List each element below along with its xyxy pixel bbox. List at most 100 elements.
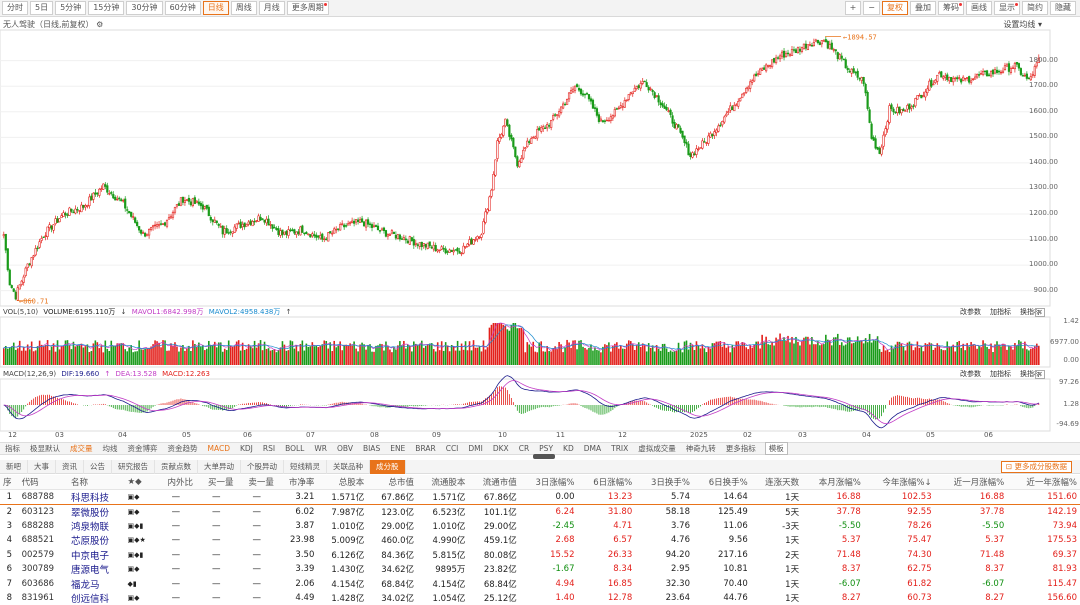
indicator-tab[interactable]: 成交量 <box>70 444 93 453</box>
period-5day[interactable]: 5日 <box>30 1 54 15</box>
column-header[interactable]: 名称 <box>67 475 125 490</box>
table-row[interactable]: 1 688788 科思科技 ▣◆ — — —3.21 1.571亿 67.86亿 1.571亿 67… <box>0 489 1080 505</box>
period-60min[interactable]: 60分钟 <box>164 1 201 15</box>
macd-add-indicator[interactable]: 加指标 <box>990 370 1011 378</box>
bottom-tab[interactable]: 成分股 <box>370 459 406 474</box>
bottom-tab[interactable]: 研究报告 <box>112 459 155 474</box>
indicator-tab[interactable]: CR <box>518 444 530 453</box>
indicator-tab[interactable]: RSI <box>262 444 276 453</box>
indicator-tab[interactable]: 虚拟成交量 <box>638 444 676 453</box>
bottom-tab[interactable]: 资讯 <box>56 459 84 474</box>
draw-button[interactable]: 画线 <box>966 1 992 15</box>
period-monthly[interactable]: 月线 <box>258 1 285 15</box>
period-5min[interactable]: 5分钟 <box>55 1 87 15</box>
column-header[interactable]: 流通股本 <box>417 475 469 490</box>
indicator-tab[interactable]: DKX <box>492 444 509 453</box>
display-button[interactable]: 显示 <box>994 1 1020 15</box>
indicator-tab[interactable]: 模板 <box>764 442 788 455</box>
hide-button[interactable]: 隐藏 <box>1050 1 1076 15</box>
indicator-tab[interactable]: 更多指标 <box>725 444 756 453</box>
overlay-button[interactable]: 叠加 <box>910 1 936 15</box>
indicator-tab[interactable]: 资金博弈 <box>127 444 158 453</box>
column-header[interactable]: 内外比 <box>155 475 197 490</box>
candle <box>725 113 728 117</box>
column-header[interactable]: 总市值 <box>367 475 418 490</box>
indicator-tab[interactable]: 神奇九转 <box>685 444 716 453</box>
table-row[interactable]: 5 002579 中京电子 ▣◆▮ — — — 3.50 6.126亿 84.36亿 5.815亿 8… <box>0 548 1080 563</box>
table-row[interactable]: 6 300789 唐源电气 ▣◆ — — — 3.39 1.430亿 34.62亿 9895万 23.… <box>0 562 1080 577</box>
period-30min[interactable]: 30分钟 <box>126 1 163 15</box>
indicator-tab[interactable]: PSY <box>539 444 554 453</box>
vol-close-icon[interactable]: × <box>1035 308 1045 317</box>
bottom-tab[interactable]: 关联品种 <box>327 459 370 474</box>
period-more[interactable]: 更多周期 <box>286 1 329 15</box>
column-header[interactable]: 总股本 <box>317 475 368 490</box>
column-header[interactable]: 市净率 <box>276 475 318 490</box>
more-components-button[interactable]: ⊡ 更多成分股数据 <box>1000 461 1072 473</box>
bottom-tab[interactable]: 公告 <box>84 459 112 474</box>
indicator-tab[interactable]: BIAS <box>362 444 381 453</box>
table-row[interactable]: 4 688521 芯原股份 ▣◆★ — — — 23.98 5.009亿 460.0亿 4.990亿… <box>0 533 1080 548</box>
table-row[interactable]: 3 688288 鸿泉物联 ▣◆▮ — — — 3.87 1.010亿 29.00亿 1.010亿 2… <box>0 519 1080 534</box>
column-header[interactable]: 近一年涨幅% <box>1007 475 1080 490</box>
column-header[interactable]: ★◆ <box>124 475 156 490</box>
period-intraday[interactable]: 分时 <box>2 1 28 15</box>
column-header[interactable]: 本月涨幅% <box>802 475 864 490</box>
indicator-tab[interactable]: MACD <box>207 444 230 453</box>
table-row[interactable]: 7 603686 福龙马 ◆▮ — — — 2.06 4.154亿 68.84亿 4.154亿 68.… <box>0 577 1080 592</box>
indicator-tab[interactable]: BRAR <box>415 444 436 453</box>
bottom-tab[interactable]: 个股异动 <box>241 459 284 474</box>
splitter-handle[interactable] <box>533 454 555 459</box>
period-daily[interactable]: 日线 <box>202 1 229 15</box>
table-row[interactable]: 8 831961 创远信科 ▣◆ — — — 4.49 1.428亿 34.02亿 1.054亿 25… <box>0 591 1080 605</box>
set-ma-button[interactable]: 设置均线 ▾ <box>1003 20 1042 29</box>
simple-button[interactable]: 简约 <box>1022 1 1048 15</box>
macd-edit-params[interactable]: 改参数 <box>960 370 981 378</box>
gear-icon[interactable]: ⚙ <box>96 20 104 29</box>
bottom-tab[interactable]: 大单异动 <box>198 459 241 474</box>
indicator-tab[interactable]: KD <box>563 444 574 453</box>
indicator-tab[interactable]: OBV <box>337 444 353 453</box>
indicator-tab[interactable]: CCI <box>445 444 459 453</box>
zoom-out-button[interactable]: − <box>863 1 880 15</box>
bottom-tab[interactable]: 短线精灵 <box>284 459 327 474</box>
indicator-tab[interactable]: 均线 <box>102 444 118 453</box>
column-header[interactable]: 6日涨幅% <box>577 475 636 490</box>
column-header[interactable]: 近一月涨幅% <box>934 475 1008 490</box>
table-row[interactable]: 2 603123 翠微股份 ▣◆ — — — 6.02 7.987亿 123.0亿 6.523亿 10… <box>0 504 1080 519</box>
column-header[interactable]: 连涨天数 <box>750 475 803 490</box>
indicator-tab[interactable]: DMI <box>468 444 483 453</box>
kline-chart[interactable]: ←1894.57 ←860.71 <box>0 0 1080 440</box>
column-header[interactable]: 3日涨幅% <box>519 475 578 490</box>
bottom-tab[interactable]: 新吧 <box>0 459 28 474</box>
indicator-tab[interactable]: ENE <box>390 444 406 453</box>
indicator-tab[interactable]: 资金趋势 <box>167 444 198 453</box>
column-header[interactable]: 代码 <box>18 475 68 490</box>
zoom-in-button[interactable]: + <box>844 1 862 15</box>
macd-close-icon[interactable]: × <box>1035 370 1045 379</box>
vol-add-indicator[interactable]: 加指标 <box>990 308 1011 316</box>
period-15min[interactable]: 15分钟 <box>88 1 125 15</box>
chip-button[interactable]: 筹码 <box>938 1 964 15</box>
column-header[interactable]: 买一量 <box>196 475 237 490</box>
indicator-tab[interactable]: BOLL <box>285 444 305 453</box>
indicator-tab[interactable]: WR <box>314 444 327 453</box>
indicator-tab[interactable]: DMA <box>583 444 602 453</box>
adjust-button[interactable]: 复权 <box>882 1 908 15</box>
vol-switch-indicator[interactable]: 换指标 <box>1020 308 1041 316</box>
indicator-tab[interactable]: KDJ <box>239 444 253 453</box>
column-header[interactable]: 卖一量 <box>236 475 277 490</box>
column-header[interactable]: 3日换手% <box>635 475 693 490</box>
macd-switch-indicator[interactable]: 换指标 <box>1020 370 1041 378</box>
bottom-tab[interactable]: 大事 <box>28 459 56 474</box>
indicator-tab[interactable]: 极显默认 <box>30 444 60 453</box>
bottom-tab[interactable]: 贡献点数 <box>155 459 198 474</box>
vol-edit-params[interactable]: 改参数 <box>960 308 981 316</box>
period-weekly[interactable]: 周线 <box>230 1 257 15</box>
column-header[interactable]: 序 <box>0 475 19 490</box>
column-header[interactable]: 6日换手% <box>692 475 751 490</box>
indicator-tab[interactable]: 指标 <box>5 444 20 453</box>
column-header[interactable]: 今年涨幅%↓ <box>863 475 935 490</box>
indicator-tab[interactable]: TRIX <box>611 444 629 453</box>
column-header[interactable]: 流通市值 <box>468 475 520 490</box>
